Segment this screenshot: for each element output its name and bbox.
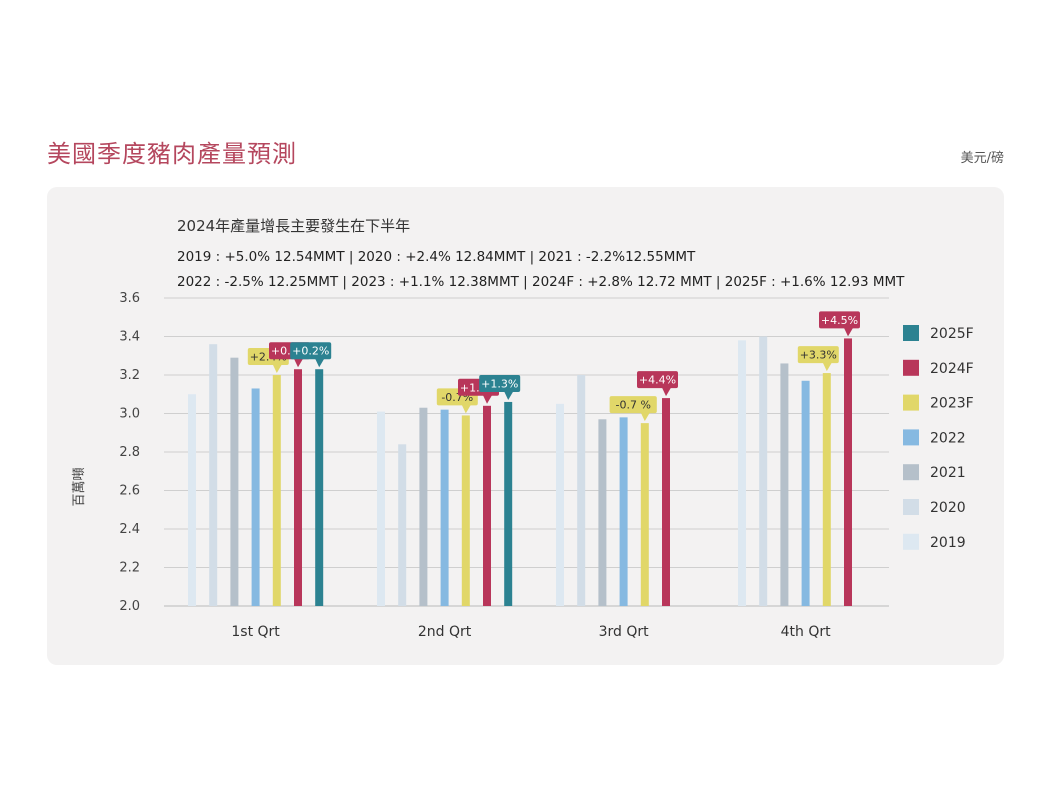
bar-2023f-3 xyxy=(640,423,649,606)
y-tick-label: 2.4 xyxy=(119,522,140,537)
callout-text: +4.4% xyxy=(639,374,676,387)
y-tick-label: 3.0 xyxy=(119,407,140,422)
bar-2019-4 xyxy=(738,340,746,606)
callout-pointer xyxy=(315,358,325,368)
bar-2024f-2 xyxy=(483,405,491,606)
callout-text: +3.3% xyxy=(800,349,837,362)
page-title: 美國季度豬肉產量預測 xyxy=(47,140,297,168)
unit-label: 美元/磅 xyxy=(960,151,1004,166)
x-category-label: 2nd Qrt xyxy=(418,624,472,640)
annotation-callout: +4.4% xyxy=(637,371,678,397)
bar-2022-1 xyxy=(251,388,260,606)
legend-label-2024f: 2024F xyxy=(930,361,974,377)
callout-pointer xyxy=(294,358,303,368)
legend-label-2020: 2020 xyxy=(930,500,966,516)
legend-swatch-2020 xyxy=(903,499,919,515)
chart-panel: 2024年產量增長主要發生在下半年 2019 : +5.0% 12.54MMT … xyxy=(47,187,1004,665)
legend-label-2019: 2019 xyxy=(930,535,966,551)
annotation-callout: -0.7 % xyxy=(609,396,657,422)
callout-pointer xyxy=(461,404,471,414)
callout-box xyxy=(609,396,657,414)
legend-swatch-2019 xyxy=(903,533,919,550)
annotation-callout: +4.5% xyxy=(819,311,860,337)
bar-2021-4 xyxy=(780,363,789,606)
annotation-callout: +1.3% xyxy=(479,374,521,400)
bar-2019-2 xyxy=(377,411,385,606)
callout-box xyxy=(479,374,521,392)
legend-swatch-2025f xyxy=(903,325,919,341)
y-axis-label: 百萬噸 xyxy=(72,467,87,506)
bar-2020-4 xyxy=(759,336,768,606)
y-tick-label: 3.6 xyxy=(119,291,140,306)
legend-label-2022: 2022 xyxy=(930,430,966,446)
legend-label-2025f: 2025F xyxy=(930,326,974,342)
bar-2019-3 xyxy=(556,403,564,606)
x-category-label: 1st Qrt xyxy=(231,624,280,640)
bar-2023f-1 xyxy=(272,375,281,606)
bar-2020-2 xyxy=(398,444,407,606)
pork-production-chart: 2024年產量增長主要發生在下半年 2019 : +5.0% 12.54MMT … xyxy=(72,217,974,640)
bar-2022-4 xyxy=(801,380,810,606)
y-tick-label: 2.6 xyxy=(119,484,140,499)
y-tick-label: 3.2 xyxy=(119,368,140,383)
annotation-callout: +3.3% xyxy=(797,346,839,372)
callout-text: -0.7 % xyxy=(615,399,650,412)
legend-label-2021: 2021 xyxy=(930,465,966,481)
callout-text: +0.2% xyxy=(292,345,329,358)
bar-2021-3 xyxy=(598,419,607,606)
x-category-label: 4th Qrt xyxy=(781,624,831,640)
callout-text: +1.3% xyxy=(481,377,518,390)
legend-swatch-2023f xyxy=(903,394,919,411)
bar-2023f-4 xyxy=(822,373,831,606)
callout-pointer xyxy=(483,395,492,404)
stat-line-2: 2022 : -2.5% 12.25MMT | 2023 : +1.1% 12.… xyxy=(177,274,905,290)
bar-2022-3 xyxy=(619,417,628,606)
callout-pointer xyxy=(272,364,282,373)
callout-pointer xyxy=(662,387,671,397)
bar-2020-3 xyxy=(577,375,586,606)
bar-2019-1 xyxy=(188,394,196,606)
callout-pointer xyxy=(640,412,650,422)
x-category-label: 3rd Qrt xyxy=(599,624,650,640)
stat-line-1: 2019 : +5.0% 12.54MMT | 2020 : +2.4% 12.… xyxy=(177,249,696,265)
bar-2024f-1 xyxy=(294,369,302,606)
bar-2021-1 xyxy=(230,357,239,606)
bar-2024f-4 xyxy=(844,338,852,606)
bar-2025f-2 xyxy=(504,401,513,606)
legend-swatch-2024f xyxy=(903,359,919,376)
callout-pointer xyxy=(822,362,832,372)
bar-2021-2 xyxy=(419,407,428,606)
bar-2025f-1 xyxy=(315,369,324,606)
callout-box xyxy=(290,342,332,360)
callout-box xyxy=(637,371,678,389)
legend-swatch-2021 xyxy=(903,464,919,481)
callout-box xyxy=(819,311,860,329)
bar-2022-2 xyxy=(440,409,449,606)
y-tick-label: 2.0 xyxy=(119,599,140,614)
callout-box xyxy=(797,346,839,364)
chart-title: 2024年產量增長主要發生在下半年 xyxy=(177,217,410,235)
bar-2020-1 xyxy=(209,344,218,606)
callout-text: +4.5% xyxy=(821,314,858,327)
legend-label-2023f: 2023F xyxy=(930,396,974,412)
annotation-callout: +0.2% xyxy=(290,342,332,368)
y-tick-label: 2.8 xyxy=(119,445,140,460)
legend-swatch-2022 xyxy=(903,429,919,446)
y-tick-label: 2.2 xyxy=(119,561,140,576)
bar-2024f-3 xyxy=(662,398,670,606)
callout-pointer xyxy=(504,391,514,400)
callout-pointer xyxy=(844,327,853,337)
y-tick-label: 3.4 xyxy=(119,330,140,345)
bar-2023f-2 xyxy=(461,415,470,606)
